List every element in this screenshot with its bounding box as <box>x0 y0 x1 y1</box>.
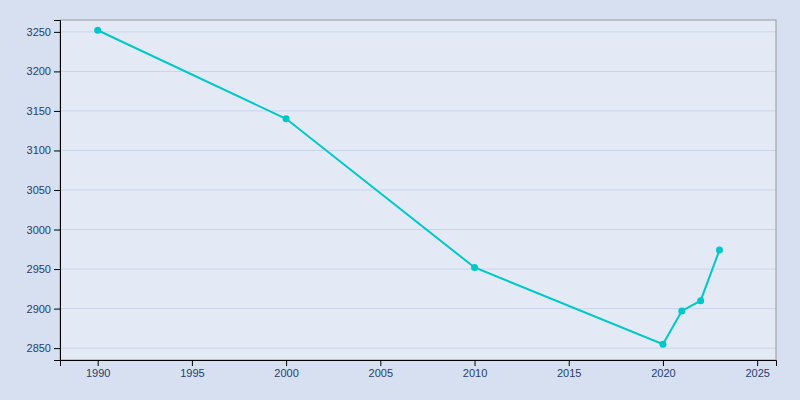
x-tick-label: 2010 <box>463 367 487 379</box>
x-tick-mark <box>286 360 287 366</box>
y-tick-mark <box>54 71 60 72</box>
grid-line <box>60 150 776 151</box>
grid-line <box>60 71 776 72</box>
y-tick: 3050 <box>27 184 60 196</box>
y-tick-mark <box>54 269 60 270</box>
y-tick: 3250 <box>27 26 60 38</box>
x-axis-line <box>61 361 777 367</box>
line <box>98 30 720 344</box>
y-tick-mark <box>54 348 60 349</box>
x-tick: 2020 <box>651 360 675 379</box>
y-tick-mark <box>54 230 60 231</box>
x-tick: 1995 <box>180 360 204 379</box>
grid-line <box>60 348 776 349</box>
plot: 1990 1995 2000 2005 2010 2015 2020 2025 2850 2900… <box>27 20 777 379</box>
x-axis: 1990 1995 2000 2005 2010 2015 2020 2025 <box>61 360 777 379</box>
x-tick-label: 2005 <box>369 367 393 379</box>
x-tick-label: 2025 <box>745 367 769 379</box>
y-tick: 3100 <box>27 144 60 156</box>
grid-line <box>60 190 776 191</box>
x-tick: 1990 <box>86 360 110 379</box>
y-tick-label: 3200 <box>27 65 51 77</box>
plot-frame <box>60 20 776 360</box>
grid-line <box>60 31 776 32</box>
x-tick-mark <box>475 360 476 366</box>
point <box>659 341 666 348</box>
y-axis-line <box>54 21 61 361</box>
x-tick-label: 1990 <box>86 367 110 379</box>
grid <box>60 32 776 348</box>
y-axis: 2850 2900 2950 3000 3050 3100 3150 3200 3250 <box>27 21 61 361</box>
x-tick-label: 2020 <box>651 367 675 379</box>
point <box>697 297 704 304</box>
y-tick-label: 2900 <box>27 303 51 315</box>
x-tick: 2000 <box>274 360 298 379</box>
x-tick: 2025 <box>745 360 769 379</box>
x-tick-mark <box>98 360 99 366</box>
y-tick-label: 3000 <box>27 224 51 236</box>
x-tick: 2010 <box>463 360 487 379</box>
grid-line <box>60 269 776 270</box>
x-tick-label: 2000 <box>274 367 298 379</box>
y-tick: 3200 <box>27 65 60 77</box>
y-tick: 2900 <box>27 303 60 315</box>
y-tick-label: 2850 <box>27 342 51 354</box>
y-tick-mark <box>54 111 60 112</box>
y-tick-mark <box>54 32 60 33</box>
x-tick-label: 2015 <box>557 367 581 379</box>
x-tick: 2015 <box>557 360 581 379</box>
x-tick-label: 1995 <box>180 367 204 379</box>
y-tick-label: 3100 <box>27 144 51 156</box>
point <box>283 115 290 122</box>
grid-line <box>60 308 776 309</box>
x-tick: 2005 <box>369 360 393 379</box>
y-tick-mark <box>54 309 60 310</box>
y-tick-mark <box>54 190 60 191</box>
y-tick: 2850 <box>27 342 60 354</box>
x-tick-mark <box>569 360 570 366</box>
y-tick: 2950 <box>27 263 60 275</box>
y-tick-label: 3250 <box>27 26 51 38</box>
x-tick-mark <box>380 360 381 366</box>
point <box>678 307 685 314</box>
point <box>94 27 101 34</box>
grid-line <box>60 110 776 111</box>
y-tick-label: 2950 <box>27 263 51 275</box>
x-tick-mark <box>757 360 758 366</box>
x-tick-mark <box>192 360 193 366</box>
point <box>471 264 478 271</box>
plot-background <box>60 20 776 360</box>
y-tick: 3000 <box>27 224 60 236</box>
y-tick-label: 3150 <box>27 105 51 117</box>
x-tick-mark <box>663 360 664 366</box>
chart: 1990 1995 2000 2005 2010 2015 2020 2025 2850 2900… <box>0 0 800 400</box>
point <box>716 247 723 254</box>
y-tick: 3150 <box>27 105 60 117</box>
y-tick-mark <box>54 150 60 151</box>
marks <box>94 27 723 348</box>
y-tick-label: 3050 <box>27 184 51 196</box>
grid-line <box>60 229 776 230</box>
